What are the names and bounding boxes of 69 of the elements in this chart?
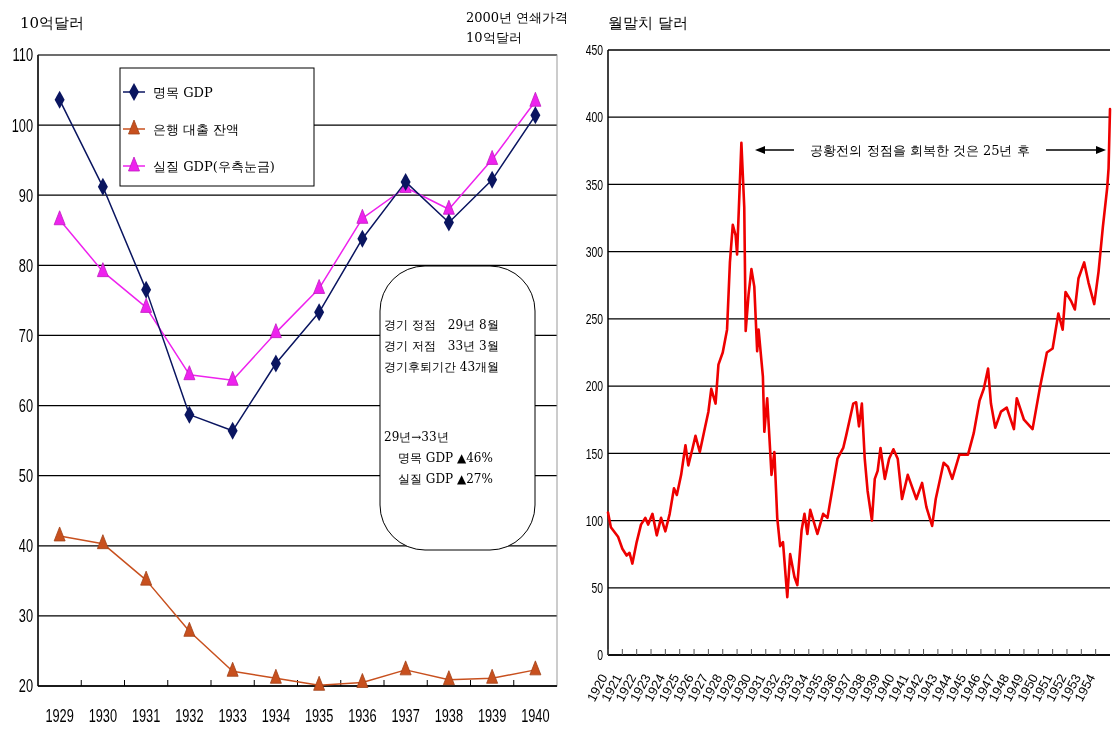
x-tick-label: 1934: [261, 705, 291, 726]
y-tick-label: 110: [12, 45, 34, 65]
point: [140, 298, 153, 313]
y-tick-label: 200: [585, 377, 603, 395]
y-tick-label: 150: [585, 444, 603, 463]
point: [356, 673, 369, 688]
x-tick-label: 1939: [477, 705, 507, 726]
annotation: 경기후퇴기간 43개월: [384, 360, 500, 374]
point: [269, 668, 282, 684]
y-axis-title: 월말치 달러: [608, 14, 688, 32]
point: [356, 208, 369, 224]
point: [269, 323, 282, 339]
y-tick-label: 20: [18, 676, 34, 696]
y-tick-label: 40: [18, 535, 34, 556]
line-series: [606, 107, 1112, 599]
point: [442, 670, 455, 686]
y-tick-label: 0: [597, 646, 603, 664]
y-tick-label: 400: [585, 108, 603, 126]
x-tick-label: 1938: [434, 705, 464, 726]
point: [140, 570, 153, 586]
point: [486, 150, 499, 165]
point: [226, 661, 239, 677]
point: [183, 365, 196, 381]
x-tick-label: 1940: [521, 705, 550, 726]
legend-label: 실질 GDP(우측눈금): [153, 158, 275, 174]
point: [442, 199, 455, 215]
x-tick-label: 1932: [175, 705, 204, 726]
y-tick-label: 60: [18, 395, 34, 416]
annotation: 29년→33년: [384, 430, 449, 444]
y-tick-label: 350: [585, 175, 603, 194]
annotation: 경기 정점 29년 8월: [384, 318, 499, 332]
annotation: 공황전의 정점을 회복한 것은 25년 후: [810, 142, 1030, 158]
annotation: 실질 GDP ▲27%: [398, 472, 493, 486]
x-tick-label: 1935: [304, 705, 334, 726]
x-tick-label: 1931: [131, 705, 161, 726]
y-tick-label: 100: [11, 115, 34, 136]
point: [96, 262, 109, 278]
y-tick-label: 50: [591, 579, 603, 597]
point: [226, 370, 239, 386]
y2-axis-title: 2000년 연쇄가격 10억달러: [466, 10, 569, 45]
point: [53, 526, 66, 542]
y-tick-label: 300: [585, 242, 603, 261]
y-tick-label: 70: [18, 325, 34, 346]
x-tick-label: 1933: [218, 705, 247, 726]
annotation: 명목 GDP ▲46%: [398, 451, 493, 465]
x-tick-label: 1929: [45, 705, 74, 726]
x-tick-label: 1936: [348, 705, 377, 726]
y-tick-label: 80: [18, 255, 34, 276]
y-tick-label: 250: [585, 310, 603, 328]
y-tick-label: 100: [585, 511, 603, 530]
y-tick-label: 90: [18, 185, 34, 206]
point: [313, 279, 326, 294]
annotation: 경기 저점 33년 3월: [384, 339, 499, 353]
y-tick-label: 30: [18, 606, 34, 626]
point: [183, 621, 196, 637]
point: [529, 91, 542, 107]
point: [96, 534, 109, 550]
x-tick-label: 1937: [391, 705, 420, 726]
point: [486, 668, 499, 684]
point: [399, 660, 412, 676]
y-tick-label: 50: [18, 465, 34, 486]
point: [53, 210, 66, 226]
x-tick-label: 1930: [88, 705, 118, 726]
y-tick-label: 450: [585, 41, 603, 59]
point: [313, 675, 326, 691]
legend-label: 명목 GDP: [153, 84, 213, 100]
legend-label: 은행 대출 잔액: [153, 121, 240, 137]
point: [529, 660, 542, 676]
y-axis-title: 10억달러: [20, 14, 85, 32]
